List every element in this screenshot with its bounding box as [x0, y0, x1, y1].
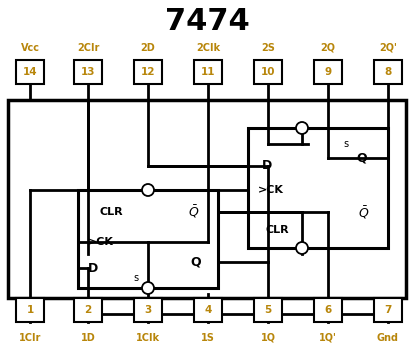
Text: 4: 4 — [204, 305, 211, 315]
Text: D: D — [261, 159, 272, 172]
Bar — [247, 128, 387, 248]
Text: 2S: 2S — [261, 43, 274, 53]
Text: 1Clr: 1Clr — [19, 333, 41, 343]
Text: 7474: 7474 — [164, 8, 249, 36]
Text: 11: 11 — [200, 67, 215, 77]
Text: 12: 12 — [140, 67, 155, 77]
Text: Vcc: Vcc — [21, 43, 39, 53]
Bar — [373, 60, 401, 84]
Text: 8: 8 — [383, 67, 391, 77]
Text: 2: 2 — [84, 305, 91, 315]
Text: 1Q: 1Q — [260, 333, 275, 343]
Text: >CK: >CK — [88, 237, 114, 247]
Circle shape — [295, 242, 307, 254]
Text: 2Clr: 2Clr — [77, 43, 99, 53]
Circle shape — [142, 184, 154, 196]
Bar — [373, 298, 401, 322]
Text: D: D — [88, 261, 98, 274]
Text: 7: 7 — [383, 305, 391, 315]
Text: s: s — [133, 273, 138, 283]
Text: 2Q': 2Q' — [378, 43, 396, 53]
Bar — [16, 60, 44, 84]
Text: CLR: CLR — [266, 225, 289, 235]
Bar — [313, 60, 341, 84]
Circle shape — [142, 282, 154, 294]
Text: 1Clk: 1Clk — [135, 333, 160, 343]
Text: 14: 14 — [23, 67, 37, 77]
Text: 6: 6 — [324, 305, 331, 315]
Bar — [254, 60, 281, 84]
Bar — [16, 298, 44, 322]
Text: Gnd: Gnd — [376, 333, 398, 343]
Text: 2D: 2D — [140, 43, 155, 53]
Text: 10: 10 — [260, 67, 275, 77]
Bar — [194, 298, 221, 322]
Bar — [134, 60, 161, 84]
Text: 5: 5 — [264, 305, 271, 315]
Text: >CK: >CK — [257, 185, 283, 195]
Bar — [74, 60, 102, 84]
Text: 13: 13 — [81, 67, 95, 77]
Bar — [134, 298, 161, 322]
Text: www.circuitsgallery.com: www.circuitsgallery.com — [177, 218, 302, 228]
Bar — [313, 298, 341, 322]
Text: 1D: 1D — [81, 333, 95, 343]
Text: 1S: 1S — [201, 333, 214, 343]
Bar — [8, 100, 405, 298]
Text: 1Q': 1Q' — [318, 333, 336, 343]
Text: CLR: CLR — [100, 207, 123, 217]
Text: 2Clk: 2Clk — [195, 43, 220, 53]
Text: s: s — [342, 139, 347, 149]
Bar — [254, 298, 281, 322]
Circle shape — [295, 122, 307, 134]
Text: $\bar{Q}$: $\bar{Q}$ — [357, 205, 368, 221]
Text: Q: Q — [190, 256, 200, 269]
Bar — [78, 190, 218, 288]
Text: 9: 9 — [324, 67, 331, 77]
Text: $\bar{Q}$: $\bar{Q}$ — [188, 204, 199, 220]
Bar — [74, 298, 102, 322]
Bar — [194, 60, 221, 84]
Text: Q: Q — [355, 152, 366, 165]
Text: 2Q: 2Q — [320, 43, 335, 53]
Text: 1: 1 — [26, 305, 33, 315]
Text: 3: 3 — [144, 305, 151, 315]
